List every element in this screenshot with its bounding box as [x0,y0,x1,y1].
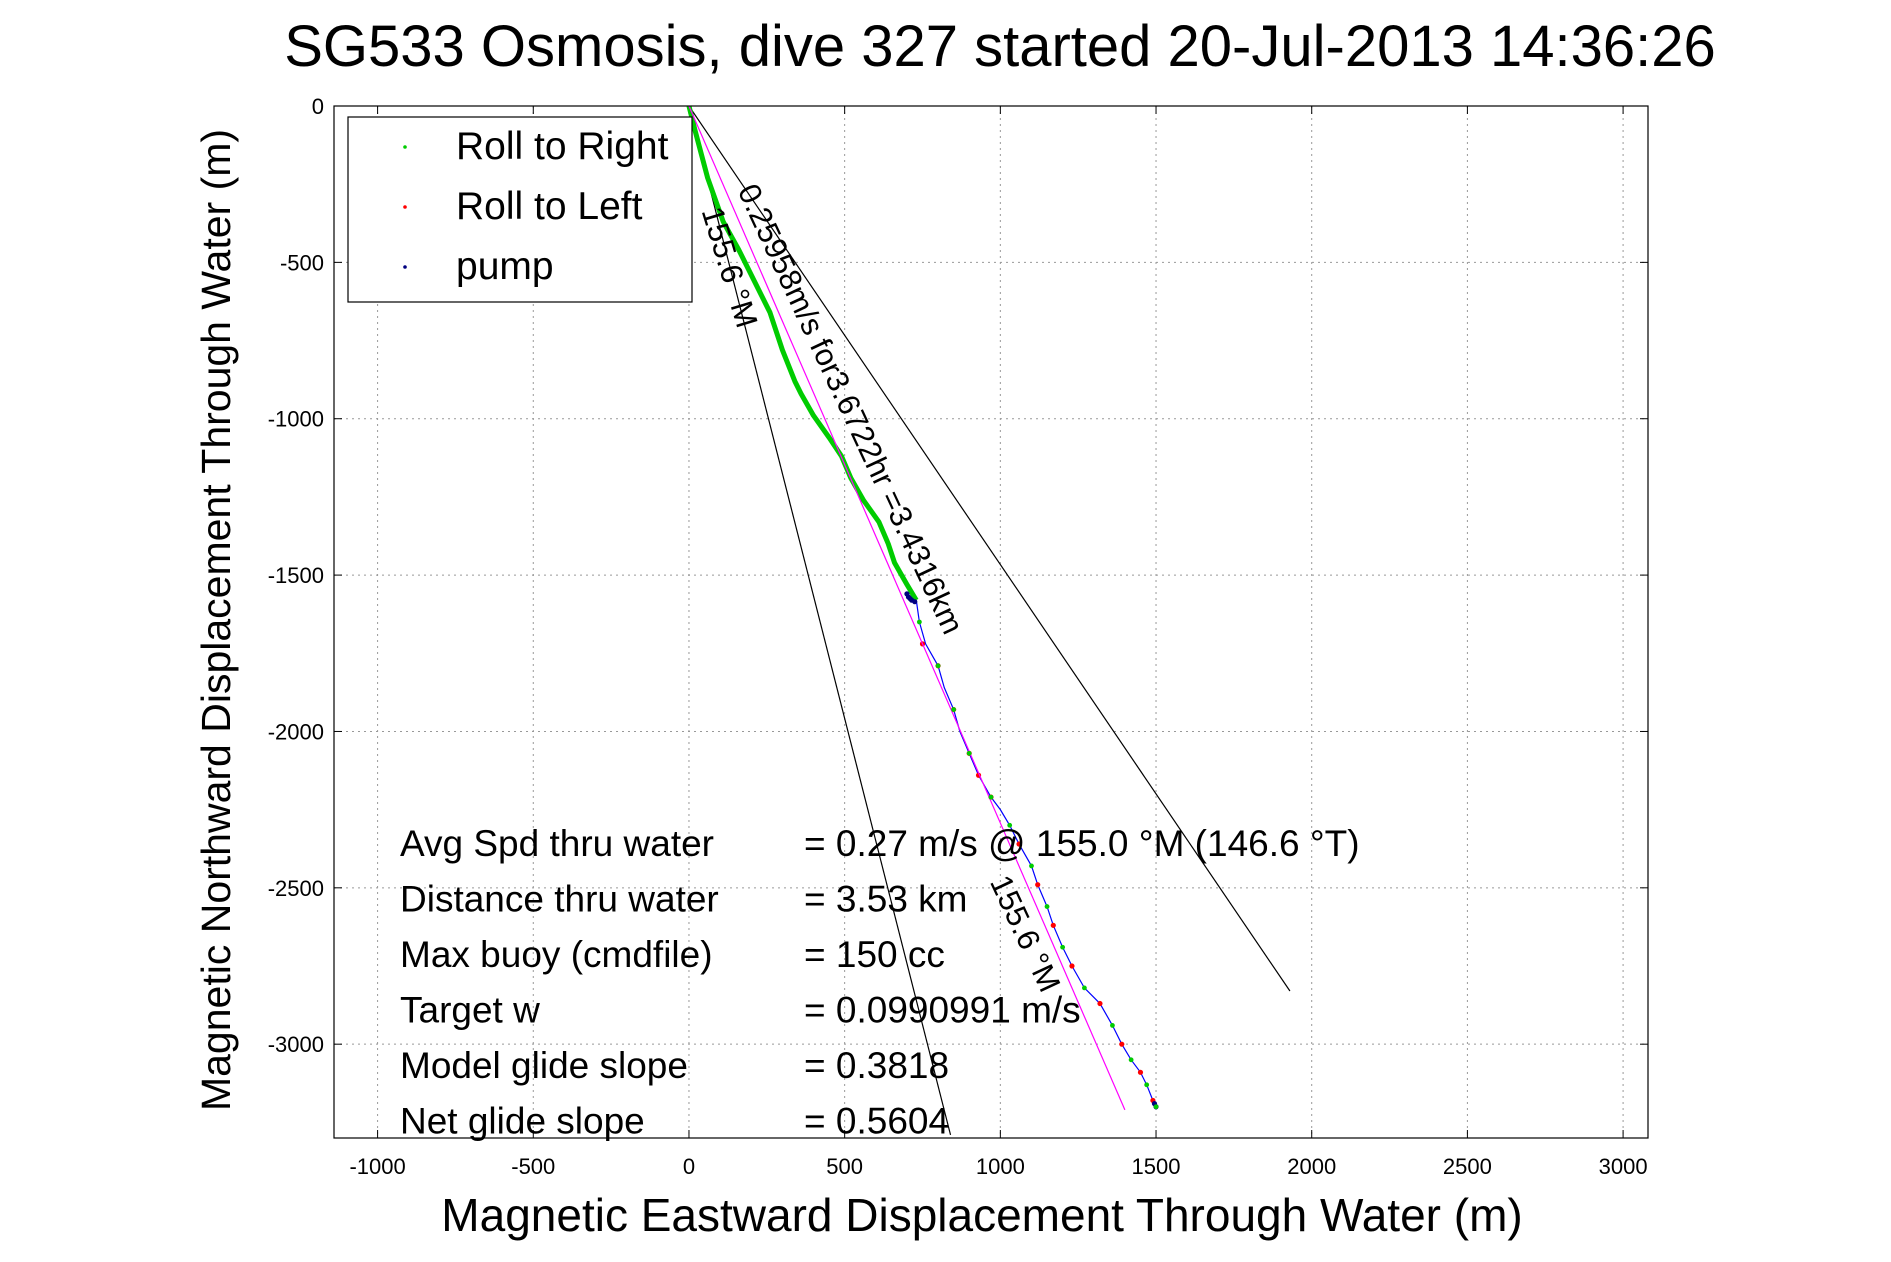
roll-right-point [1044,904,1050,909]
legend-entry: pump [456,245,554,288]
roll-left-point [1035,882,1041,888]
roll-left-point [1050,922,1056,928]
y-axis-label: Magnetic Northward Displacement Through … [193,129,239,1111]
series-track-line [915,600,1157,1107]
roll-right-point [1110,1023,1115,1028]
stat-label: Target w [400,990,540,1031]
roll-right-point [1153,1104,1159,1110]
roll-right-point [1144,1082,1150,1088]
roll-right-point [951,707,957,712]
legend: Roll to Right Roll to Left pump [347,116,693,303]
y-tick-label: -1000 [268,407,324,432]
roll-right-point [935,663,941,669]
x-tick-label: 1500 [1132,1154,1181,1179]
y-tick-label: -1500 [268,563,324,588]
x-tick-label: 0 [683,1154,695,1179]
y-tick-label: -2000 [268,719,324,744]
pump-point [912,599,918,605]
legend-marker [403,145,407,149]
stat-label: Max buoy (cmdfile) [400,934,713,975]
y-tick-label: -3000 [268,1032,324,1057]
stat-label: Avg Spd thru water [400,823,714,864]
x-tick-label: -500 [511,1154,555,1179]
stat-value: = 0.3818 [804,1045,949,1086]
reference-line [688,105,952,1136]
roll-right-point [1007,822,1013,828]
x-tick-label: -1000 [349,1154,405,1179]
stat-value: = 0.5604 [804,1101,949,1142]
series-group [686,105,1159,1111]
x-tick-label: 1000 [976,1154,1025,1179]
roll-right-point [1060,944,1066,950]
y-tick-label: -2500 [268,876,324,901]
roll-right-point [1029,863,1034,869]
legend-entry: Roll to Right [456,125,669,168]
stat-value: = 3.53 km [804,879,968,920]
reference-line [688,105,1291,992]
tick-labels: -1000 -500 0 500 1000 1500 2000 2500 3000 0 -500 -1… [268,94,1648,1179]
roll-right-point [1082,985,1087,991]
roll-right-point [1128,1057,1134,1063]
stat-value: = 0.27 m/s @ 155.0 °M (146.6 °T) [804,823,1360,864]
x-tick-label: 500 [826,1154,863,1179]
roll-left-point [1119,1041,1125,1047]
roll-right-point [966,750,972,756]
legend-entry: Roll to Left [456,185,643,228]
x-axis-label: Magnetic Eastward Displacement Through W… [441,1189,1522,1241]
legend-marker [403,205,407,209]
roll-left-point [1016,841,1022,847]
roll-left-point [1069,963,1075,969]
grid [334,105,1648,1138]
roll-left-point [1097,1000,1103,1007]
y-tick-label: 0 [312,94,324,119]
legend-marker [403,265,407,269]
y-tick-label: -500 [280,250,324,275]
stat-value: = 0.0990991 m/s [804,990,1081,1031]
stat-value: = 150 cc [804,934,945,975]
stats-panel: Avg Spd thru water = 0.27 m/s @ 155.0 °M … [400,823,1360,1142]
stat-label: Distance thru water [400,879,719,920]
x-tick-label: 2000 [1287,1154,1336,1179]
stat-label: Model glide slope [400,1045,688,1086]
plot-frame [333,105,1649,1139]
chart-title: SG533 Osmosis, dive 327 started 20-Jul-2… [284,14,1716,79]
x-tick-label: 2500 [1443,1154,1492,1179]
reference-lines [688,105,1291,1136]
roll-right-point [988,794,994,800]
stat-label: Net glide slope [400,1101,645,1142]
series-roll-right-line [686,105,919,602]
series-heading-line [688,105,1126,1111]
roll-left-point [1137,1069,1144,1075]
x-tick-label: 3000 [1599,1154,1648,1179]
roll-right-point [916,619,922,625]
